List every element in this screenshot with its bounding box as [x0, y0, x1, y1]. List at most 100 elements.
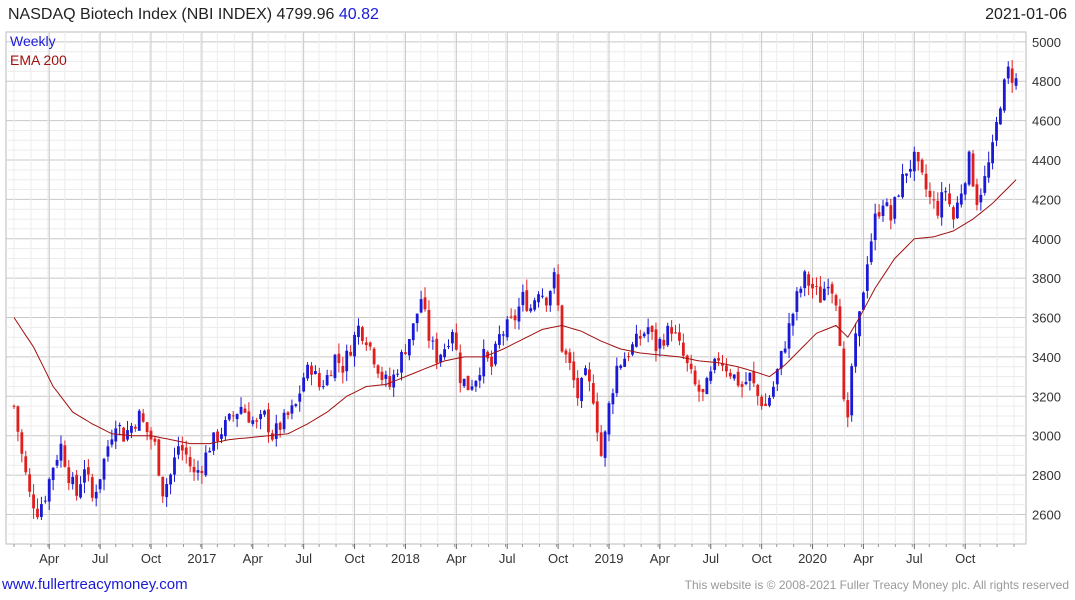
candle-up	[987, 162, 991, 178]
candle-up	[439, 354, 443, 363]
candle-up	[239, 406, 243, 414]
candle-down	[674, 332, 677, 334]
candle-up	[314, 371, 317, 375]
candle-up	[196, 470, 200, 473]
candle-up	[803, 271, 807, 289]
candle-down	[740, 384, 744, 387]
candle-up	[768, 397, 771, 406]
candle-down	[364, 342, 368, 346]
candle-down	[12, 405, 16, 407]
candle-up	[771, 386, 775, 397]
candle-down	[67, 467, 71, 484]
candle-down	[32, 494, 35, 509]
candle-down	[337, 353, 341, 364]
candle-down	[588, 369, 591, 382]
candle-up	[251, 420, 255, 424]
site-link[interactable]: www.fullertreacymoney.com	[2, 576, 188, 593]
candle-down	[454, 332, 458, 350]
candle-up	[603, 431, 607, 458]
candle-up	[905, 173, 908, 176]
candle-up	[713, 358, 717, 370]
chart-date: 2021-01-06	[985, 6, 1067, 23]
candle-down	[670, 327, 674, 334]
y-tick-label: 4600	[1032, 114, 1061, 129]
candle-down	[329, 375, 333, 377]
candle-down	[846, 400, 850, 418]
x-tick-label: Oct	[955, 551, 976, 566]
candle-down	[685, 355, 689, 364]
candle-down	[932, 199, 936, 201]
candle-down	[161, 476, 165, 497]
x-tick-label: Oct	[752, 551, 773, 566]
candle-up	[631, 344, 634, 355]
candle-up	[517, 306, 521, 322]
candle-up	[705, 378, 709, 395]
candle-up	[850, 366, 854, 416]
candle-down	[360, 327, 364, 341]
candle-up	[521, 291, 525, 306]
candle-up	[999, 108, 1002, 125]
candle-up	[497, 334, 501, 345]
candle-down	[916, 152, 920, 162]
chart-title-text: NASDAQ Biotech Index (NBI INDEX) 4799.96	[8, 6, 335, 23]
candle-up	[169, 474, 172, 485]
candle-up	[666, 325, 670, 346]
candle-up	[1014, 78, 1018, 86]
candle-down	[920, 159, 924, 173]
x-tick-label: Apr	[853, 551, 874, 566]
candle-up	[290, 405, 294, 414]
candle-up	[114, 428, 118, 442]
candle-up	[983, 176, 987, 193]
y-tick-label: 3600	[1032, 311, 1061, 326]
candle-down	[423, 297, 427, 310]
candle-down	[971, 153, 975, 187]
candle-down	[372, 348, 376, 365]
candle-up	[505, 319, 509, 338]
candle-up	[223, 419, 227, 437]
candle-down	[728, 372, 732, 377]
candle-up	[71, 476, 75, 485]
candle-up	[478, 375, 482, 381]
y-tick-label: 2600	[1032, 507, 1061, 522]
candle-down	[247, 411, 251, 423]
candle-down	[877, 212, 881, 217]
candle-up	[415, 313, 419, 324]
candle-down	[560, 305, 564, 352]
candle-down	[243, 408, 247, 413]
candle-up	[779, 351, 783, 369]
candle-down	[818, 286, 822, 303]
candle-down	[368, 342, 372, 347]
candle-up	[451, 331, 454, 344]
x-tick-label: Oct	[344, 551, 365, 566]
y-tick-label: 3200	[1032, 389, 1061, 404]
candle-down	[544, 297, 548, 306]
candle-up	[548, 291, 552, 306]
candle-up	[775, 369, 779, 385]
candle-down	[141, 413, 145, 422]
candle-down	[270, 433, 274, 440]
y-tick-label: 3000	[1032, 429, 1061, 444]
candle-up	[822, 288, 826, 301]
y-tick-label: 3400	[1032, 350, 1061, 365]
candle-up	[474, 380, 478, 387]
candle-down	[627, 356, 630, 358]
candle-down	[36, 508, 39, 518]
legend-weekly: Weekly	[10, 33, 56, 49]
candle-down	[349, 351, 353, 356]
candle-up	[212, 432, 216, 451]
candle-up	[55, 460, 59, 466]
candle-down	[650, 326, 654, 332]
candle-up	[791, 313, 795, 326]
candle-up	[173, 457, 176, 475]
candle-down	[638, 336, 642, 339]
x-tick-label: 2018	[391, 551, 420, 566]
candle-down	[591, 383, 595, 404]
candle-down	[157, 439, 161, 476]
candle-up	[419, 299, 423, 313]
x-tick-label: Apr	[243, 551, 264, 566]
candle-up	[407, 339, 411, 356]
x-tick-label: Jul	[92, 551, 109, 566]
candle-down	[200, 470, 204, 474]
candle-up	[580, 377, 583, 402]
candle-up	[501, 334, 505, 336]
